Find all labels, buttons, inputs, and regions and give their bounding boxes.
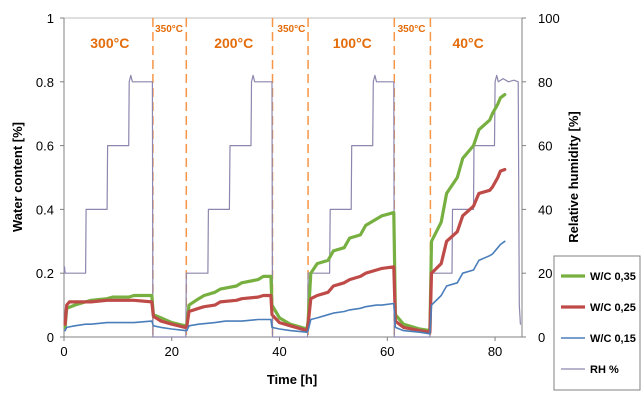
series-lines bbox=[63, 74, 522, 338]
y-left-tick-label: 0.4 bbox=[36, 202, 54, 217]
y-left-tick-label: 0.8 bbox=[36, 75, 54, 90]
y-right-tick-label: 80 bbox=[538, 75, 552, 90]
series-line-rh bbox=[63, 74, 522, 338]
boundary-lines bbox=[152, 18, 432, 337]
y-right-tick-label: 100 bbox=[538, 11, 560, 26]
temperature-label: 100°C bbox=[333, 35, 372, 51]
y-right-tick-label: 60 bbox=[538, 139, 552, 154]
legend-label: W/C 0,25 bbox=[590, 302, 636, 314]
x-tick-label: 40 bbox=[272, 344, 286, 359]
plot-area-border bbox=[63, 17, 523, 338]
x-tick-label: 20 bbox=[165, 344, 179, 359]
series-line-w-c-0-35 bbox=[63, 92, 507, 333]
series-line-w-c-0-25 bbox=[63, 167, 507, 334]
axis-ticks: 0 20 40 60 80 0 0.2 0.4 0.6 0.8 1 0 20 40 60 80 100 bbox=[36, 11, 560, 359]
y-left-tick-label: 0.2 bbox=[36, 266, 54, 281]
legend-label: W/C 0,35 bbox=[590, 271, 636, 283]
plot-frame bbox=[63, 17, 523, 338]
temperature-label: 350°C bbox=[277, 24, 305, 35]
temperature-label: 200°C bbox=[214, 35, 253, 51]
x-tick-label: 0 bbox=[60, 344, 67, 359]
y-left-axis-title: Water content [%] bbox=[10, 122, 25, 232]
y-right-tick-label: 40 bbox=[538, 202, 552, 217]
series-line-w-c-0-15 bbox=[64, 240, 506, 335]
temperature-label: 350°C bbox=[398, 24, 426, 35]
legend-label: W/C 0,15 bbox=[590, 333, 636, 345]
legend-box bbox=[553, 255, 641, 391]
temperature-label: 40°C bbox=[452, 35, 483, 51]
legend-label: RH % bbox=[590, 364, 619, 376]
chart-legend: W/C 0,35 W/C 0,25 W/C 0,15 RH % bbox=[553, 255, 641, 391]
y-right-axis-title: Relative humidity [%] bbox=[566, 111, 581, 242]
y-left-tick-label: 0.6 bbox=[36, 139, 54, 154]
y-right-tick-label: 20 bbox=[538, 266, 552, 281]
temperature-label: 300°C bbox=[90, 35, 129, 51]
y-right-tick-label: 0 bbox=[538, 330, 545, 345]
x-tick-label: 60 bbox=[380, 344, 394, 359]
y-left-tick-label: 1 bbox=[47, 11, 54, 26]
x-tick-label: 80 bbox=[488, 344, 502, 359]
temperature-label: 350°C bbox=[155, 24, 183, 35]
temperature-annotations: 300°C 350°C 200°C 350°C 100°C 350°C 40°C bbox=[90, 24, 483, 51]
y-left-tick-label: 0 bbox=[47, 330, 54, 345]
x-axis-title: Time [h] bbox=[267, 372, 317, 387]
